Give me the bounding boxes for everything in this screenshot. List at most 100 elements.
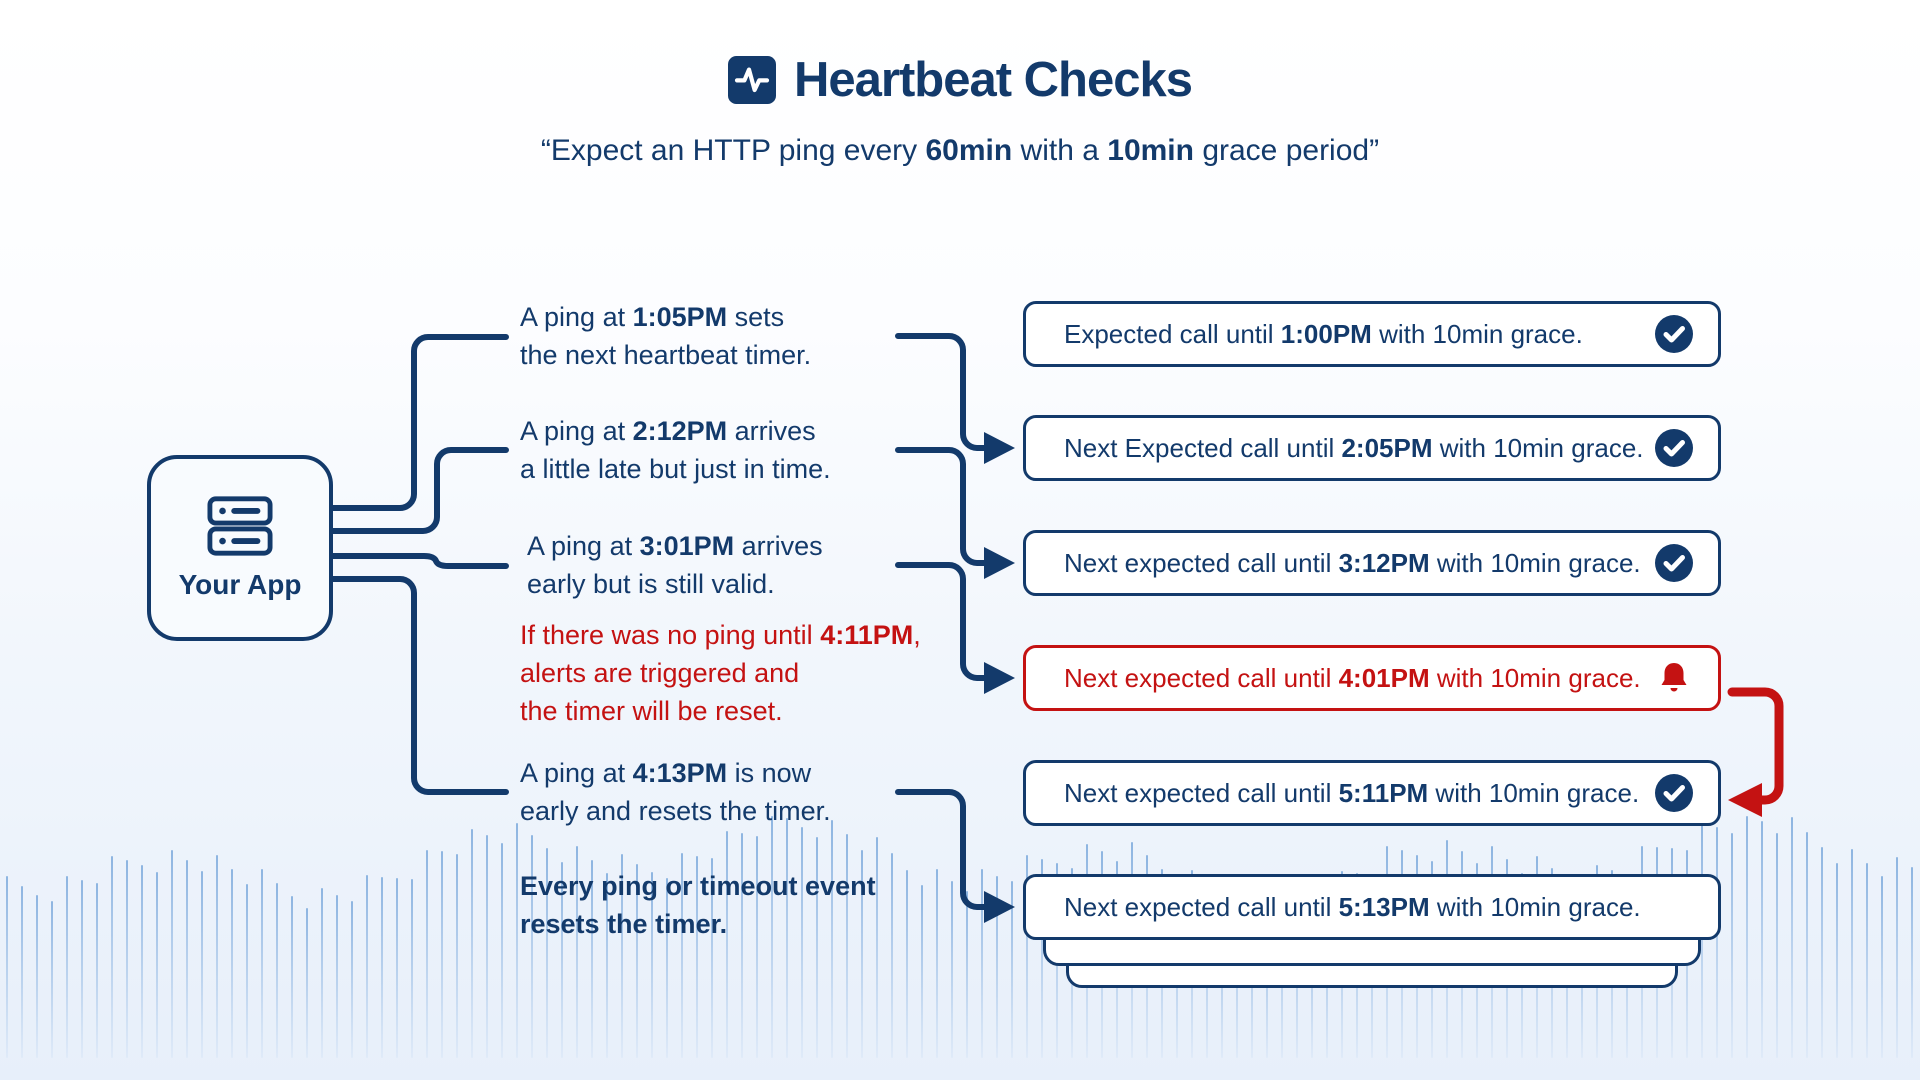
waveform-bar <box>1896 857 1898 1058</box>
waveform-bar <box>801 826 803 1058</box>
arrow-note3-to-box4 <box>895 562 987 681</box>
waveform-bar <box>186 859 188 1058</box>
waveform-bar <box>501 843 503 1058</box>
waveform-bar <box>786 817 788 1058</box>
check-circle-icon <box>1655 774 1693 812</box>
waveform-bar <box>1731 832 1733 1058</box>
waveform-bar <box>366 874 368 1058</box>
waveform-bar <box>171 849 173 1058</box>
note-line: the timer will be reset. <box>520 696 783 726</box>
status-box-6: Next expected call until 5:13PM with 10m… <box>1023 874 1721 940</box>
waveform-bar <box>1746 816 1748 1058</box>
note-ping-1: A ping at 1:05PM sets the next heartbeat… <box>520 298 811 374</box>
waveform-bar <box>1011 881 1013 1058</box>
note-line: a little late but just in time. <box>520 454 831 484</box>
waveform-bar <box>66 876 68 1058</box>
status-box-1: Expected call until 1:00PM with 10min gr… <box>1023 301 1721 367</box>
waveform-bar <box>1026 855 1028 1058</box>
subtitle-text: with a <box>1012 134 1108 167</box>
waveform-bar <box>1806 831 1808 1058</box>
waveform-bar <box>1701 822 1703 1058</box>
waveform-bar <box>906 869 908 1058</box>
waveform-bar <box>471 828 473 1058</box>
note-line: alerts are triggered and <box>520 658 800 688</box>
waveform-bar <box>681 852 683 1058</box>
waveform-bar <box>561 862 563 1058</box>
waveform-bar <box>321 887 323 1058</box>
waveform-bar <box>1761 820 1763 1058</box>
arrow-note5-to-box6 <box>895 789 987 910</box>
waveform-bar <box>771 816 773 1058</box>
waveform-bar <box>216 854 218 1058</box>
waveform-bar <box>126 860 128 1058</box>
waveform-bar <box>1911 866 1913 1058</box>
waveform-bar <box>396 878 398 1058</box>
waveform-bar <box>621 854 623 1058</box>
waveform-bar <box>921 884 923 1058</box>
note-ping-2: A ping at 2:12PM arrives a little late b… <box>520 412 831 488</box>
waveform-bar <box>831 819 833 1058</box>
note-line: early and resets the timer. <box>520 796 831 826</box>
note-line: the next heartbeat timer. <box>520 340 812 370</box>
waveform-bar <box>996 876 998 1058</box>
waveform-bar <box>426 849 428 1058</box>
waveform-bar <box>591 859 593 1058</box>
waveform-bar <box>306 907 308 1058</box>
waveform-bar <box>696 855 698 1058</box>
heartbeat-pulse-icon <box>728 56 777 104</box>
check-circle-icon <box>1655 429 1693 467</box>
waveform-bar <box>516 823 518 1058</box>
arrow-note1-to-box2 <box>895 333 987 451</box>
waveform-bar <box>141 865 143 1058</box>
waveform-bar <box>531 835 533 1058</box>
status-text: Expected call until 1:00PM with 10min gr… <box>1064 318 1583 349</box>
server-icon <box>207 496 273 556</box>
waveform-bar <box>726 830 728 1058</box>
waveform-bar <box>351 900 353 1058</box>
waveform-bar <box>1041 859 1043 1058</box>
check-circle-icon <box>1655 315 1693 353</box>
waveform-bar <box>1881 876 1883 1058</box>
connector-app-to-note-2 <box>330 447 509 534</box>
note-timeout-alert: If there was no ping until 4:11PM, alert… <box>520 616 921 730</box>
waveform-bar <box>951 880 953 1058</box>
subtitle-text: grace period” <box>1193 134 1380 167</box>
waveform-bar <box>81 879 83 1058</box>
waveform-bar <box>966 891 968 1058</box>
waveform-bar <box>201 871 203 1058</box>
waveform-bar <box>1776 832 1778 1058</box>
connector-app-to-note-1 <box>330 334 509 511</box>
note-line: A ping at 3:01PM arrives <box>527 531 823 561</box>
status-text: Next expected call until 5:11PM with 10m… <box>1064 777 1640 808</box>
red-reset-arrowhead <box>1728 783 1762 817</box>
waveform-bar <box>6 875 8 1058</box>
waveform-bar <box>651 871 653 1058</box>
waveform-bar <box>156 871 158 1058</box>
note-line: Every ping or timeout event <box>520 871 876 901</box>
waveform-bar <box>441 851 443 1058</box>
waveform-bar <box>96 883 98 1058</box>
waveform-bar <box>51 901 53 1058</box>
subtitle-interval: 60min <box>925 134 1013 167</box>
note-ping-3: A ping at 3:01PM arrives early but is st… <box>527 527 823 603</box>
status-text: Next Expected call until 2:05PM with 10m… <box>1064 432 1644 463</box>
waveform-bar <box>36 894 38 1058</box>
status-text: Next expected call until 5:13PM with 10m… <box>1064 891 1641 922</box>
note-line: A ping at 4:13PM is now <box>520 758 812 788</box>
page-title: Heartbeat Checks <box>794 53 1193 107</box>
waveform-bar <box>876 836 878 1058</box>
waveform-bar <box>261 868 263 1058</box>
note-line: A ping at 1:05PM sets <box>520 302 785 332</box>
note-caption-reset-rule: Every ping or timeout event resets the t… <box>520 867 876 943</box>
waveform-bar <box>981 869 983 1058</box>
your-app-label: Your App <box>178 569 302 600</box>
status-box-5: Next expected call until 5:11PM with 10m… <box>1023 760 1721 826</box>
note-ping-4: A ping at 4:13PM is now early and resets… <box>520 754 831 830</box>
waveform-bar <box>846 834 848 1058</box>
waveform-bar <box>1851 848 1853 1058</box>
arrowhead-box3 <box>984 547 1015 579</box>
waveform-bar <box>336 895 338 1058</box>
note-line: If there was no ping until 4:11PM, <box>520 620 921 650</box>
note-line: resets the timer. <box>520 909 728 939</box>
